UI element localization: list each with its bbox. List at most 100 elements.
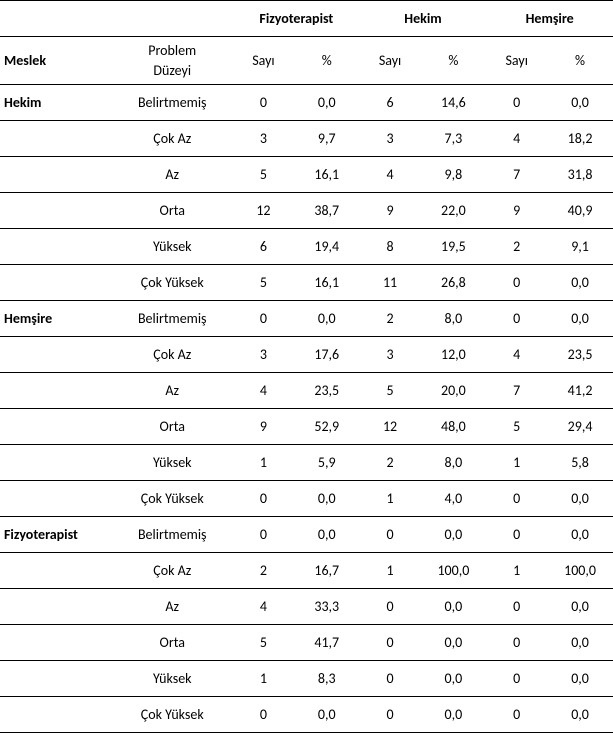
value-cell: 1: [360, 481, 421, 517]
header-blank-1: [0, 1, 111, 37]
value-cell: 3: [360, 337, 421, 373]
value-cell: 1: [233, 661, 294, 697]
value-cell: 16,7: [294, 553, 360, 589]
level-cell: Çok Yüksek: [111, 265, 233, 301]
level-cell: Az: [111, 157, 233, 193]
table-row: Yüksek15,928,015,8: [0, 445, 613, 481]
value-cell: 18,2: [547, 121, 613, 157]
value-cell: 9,8: [420, 157, 486, 193]
header-sayi-1: Sayı: [233, 37, 294, 85]
value-cell: 8: [360, 229, 421, 265]
value-cell: 4: [486, 337, 547, 373]
value-cell: 12,0: [420, 337, 486, 373]
category-cell: [0, 193, 111, 229]
table-row: Çok Az216,71100,01100,0: [0, 553, 613, 589]
category-cell: [0, 157, 111, 193]
value-cell: 0,0: [294, 85, 360, 121]
table-row: Çok Yüksek516,11126,800,0: [0, 265, 613, 301]
table-row: Yüksek619,4819,529,1: [0, 229, 613, 265]
value-cell: 12: [360, 409, 421, 445]
value-cell: 4: [486, 121, 547, 157]
value-cell: 0,0: [294, 301, 360, 337]
value-cell: 14,6: [420, 85, 486, 121]
value-cell: 5,8: [547, 445, 613, 481]
value-cell: 0: [486, 301, 547, 337]
header-problem-line2: Düzeyi: [153, 62, 191, 79]
level-cell: Çok Az: [111, 337, 233, 373]
value-cell: 0,0: [547, 625, 613, 661]
value-cell: 0: [486, 697, 547, 733]
table-row: Çok Yüksek00,000,000,0: [0, 697, 613, 733]
value-cell: 9: [360, 193, 421, 229]
value-cell: 0,0: [420, 697, 486, 733]
header-sayi-3: Sayı: [486, 37, 547, 85]
category-cell: Hekim: [0, 85, 111, 121]
value-cell: 0,0: [420, 661, 486, 697]
table-row: Çok Az317,6312,0423,5: [0, 337, 613, 373]
table-row: Orta1238,7922,0940,9: [0, 193, 613, 229]
table-header-cols: Meslek Problem Düzeyi Sayı % Sayı % Sayı…: [0, 37, 613, 85]
value-cell: 0,0: [420, 589, 486, 625]
value-cell: 0: [360, 697, 421, 733]
category-cell: [0, 661, 111, 697]
category-cell: [0, 373, 111, 409]
value-cell: 41,7: [294, 625, 360, 661]
value-cell: 17,6: [294, 337, 360, 373]
header-group-2: Hekim: [360, 1, 487, 37]
table-row: Çok Az39,737,3418,2: [0, 121, 613, 157]
value-cell: 11: [360, 265, 421, 301]
value-cell: 48,0: [420, 409, 486, 445]
value-cell: 1: [360, 553, 421, 589]
value-cell: 7,3: [420, 121, 486, 157]
value-cell: 0: [360, 589, 421, 625]
level-cell: Yüksek: [111, 445, 233, 481]
category-cell: [0, 445, 111, 481]
value-cell: 0,0: [294, 517, 360, 553]
value-cell: 2: [360, 301, 421, 337]
category-cell: [0, 625, 111, 661]
level-cell: Az: [111, 589, 233, 625]
value-cell: 0: [233, 481, 294, 517]
value-cell: 9,7: [294, 121, 360, 157]
value-cell: 5: [486, 409, 547, 445]
value-cell: 0,0: [294, 481, 360, 517]
value-cell: 4,0: [420, 481, 486, 517]
value-cell: 0,0: [547, 301, 613, 337]
data-table: Fizyoterapist Hekim Hemşire Meslek Probl…: [0, 0, 613, 733]
value-cell: 40,9: [547, 193, 613, 229]
value-cell: 8,3: [294, 661, 360, 697]
level-cell: Belirtmemiş: [111, 517, 233, 553]
level-cell: Belirtmemiş: [111, 301, 233, 337]
value-cell: 100,0: [420, 553, 486, 589]
level-cell: Orta: [111, 409, 233, 445]
table-row: HekimBelirtmemiş00,0614,600,0: [0, 85, 613, 121]
value-cell: 0: [233, 697, 294, 733]
level-cell: Çok Yüksek: [111, 697, 233, 733]
level-cell: Çok Az: [111, 553, 233, 589]
value-cell: 0,0: [547, 517, 613, 553]
table-row: Yüksek18,300,000,0: [0, 661, 613, 697]
value-cell: 0,0: [547, 85, 613, 121]
value-cell: 0: [233, 517, 294, 553]
table-row: FizyoterapistBelirtmemiş00,000,000,0: [0, 517, 613, 553]
category-cell: [0, 265, 111, 301]
value-cell: 41,2: [547, 373, 613, 409]
header-group-1: Fizyoterapist: [233, 1, 360, 37]
value-cell: 0,0: [420, 517, 486, 553]
value-cell: 19,5: [420, 229, 486, 265]
header-pct-1: %: [294, 37, 360, 85]
value-cell: 0: [233, 301, 294, 337]
value-cell: 3: [233, 121, 294, 157]
table-row: Az516,149,8731,8: [0, 157, 613, 193]
header-pct-3: %: [547, 37, 613, 85]
value-cell: 0: [486, 265, 547, 301]
value-cell: 9,1: [547, 229, 613, 265]
category-cell: [0, 589, 111, 625]
header-meslek: Meslek: [0, 37, 111, 85]
value-cell: 0: [486, 517, 547, 553]
level-cell: Çok Az: [111, 121, 233, 157]
value-cell: 6: [360, 85, 421, 121]
value-cell: 0,0: [547, 265, 613, 301]
value-cell: 2: [233, 553, 294, 589]
value-cell: 6: [233, 229, 294, 265]
